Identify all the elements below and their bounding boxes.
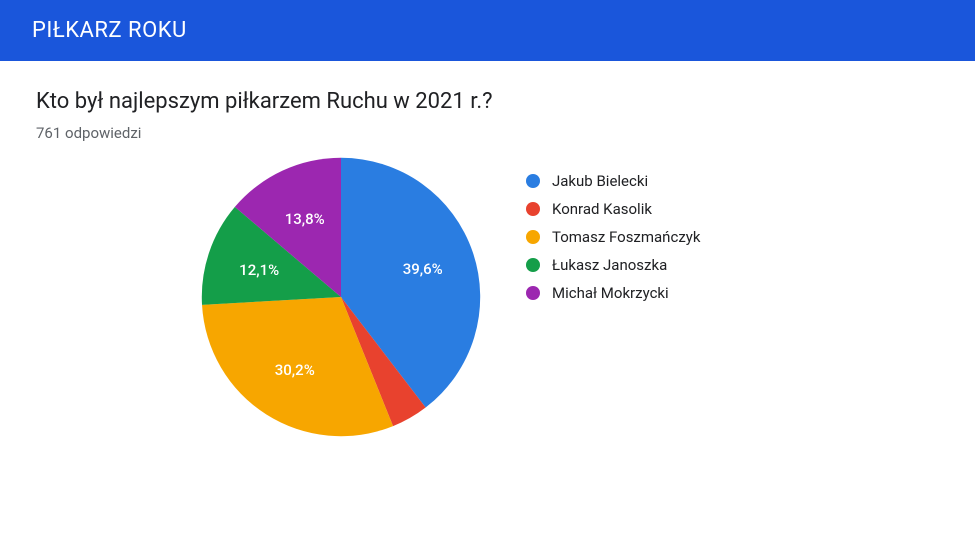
form-header: PIŁKARZ ROKU	[0, 0, 975, 61]
slice-label: 13,8%	[285, 210, 325, 228]
slice-label: 12,1%	[239, 261, 279, 279]
legend-label: Michał Mokrzycki	[552, 284, 669, 302]
slice-label: 30,2%	[275, 361, 315, 379]
question-text: Kto był najlepszym piłkarzem Ruchu w 202…	[36, 89, 939, 114]
legend-item[interactable]: Łukasz Janoszka	[526, 256, 700, 274]
legend-swatch	[526, 202, 540, 216]
legend-swatch	[526, 286, 540, 300]
legend-item[interactable]: Tomasz Foszmańczyk	[526, 228, 700, 246]
slice-label: 39,6%	[403, 260, 443, 278]
pie-chart: 39,6% 30,2% 12,1% 13,8%	[196, 152, 486, 442]
responses-count: 761 odpowiedzi	[36, 124, 939, 142]
legend-item[interactable]: Michał Mokrzycki	[526, 284, 700, 302]
legend-swatch	[526, 230, 540, 244]
legend-swatch	[526, 258, 540, 272]
legend-label: Tomasz Foszmańczyk	[552, 228, 700, 246]
legend-label: Łukasz Janoszka	[552, 256, 667, 274]
pie-svg	[196, 152, 486, 442]
legend: Jakub Bielecki Konrad Kasolik Tomasz Foszm…	[526, 172, 700, 422]
legend-label: Konrad Kasolik	[552, 200, 652, 218]
legend-item[interactable]: Jakub Bielecki	[526, 172, 700, 190]
chart-area: 39,6% 30,2% 12,1% 13,8% Jakub Bielecki Konra…	[36, 152, 939, 442]
form-title: PIŁKARZ ROKU	[32, 18, 187, 43]
legend-label: Jakub Bielecki	[552, 172, 648, 190]
legend-item[interactable]: Konrad Kasolik	[526, 200, 700, 218]
question-card: Kto był najlepszym piłkarzem Ruchu w 202…	[0, 61, 975, 462]
legend-swatch	[526, 174, 540, 188]
